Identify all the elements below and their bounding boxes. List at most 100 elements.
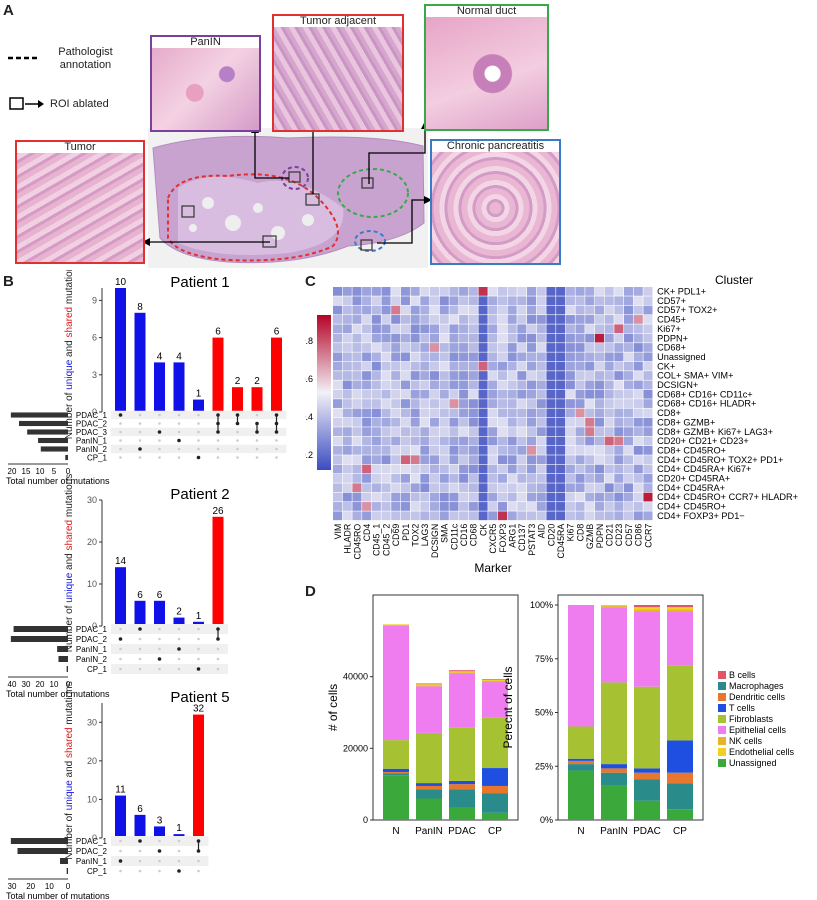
heatmap-cell bbox=[352, 371, 362, 380]
heatmap-marker-label-1: VIM bbox=[333, 524, 343, 540]
heatmap-cell bbox=[381, 361, 391, 371]
roi-cp bbox=[360, 239, 373, 251]
upset-set-label-3: PDAC_3 bbox=[76, 428, 108, 437]
heatmap-cell bbox=[478, 305, 488, 315]
upset-matrix-dot bbox=[119, 456, 122, 459]
upset-matrix-dot bbox=[255, 447, 259, 451]
heatmap-cell bbox=[449, 492, 459, 502]
heatmap-cell bbox=[585, 464, 595, 474]
heatmap-cell bbox=[362, 408, 372, 418]
tile-normal-duct-title: Normal duct bbox=[426, 6, 547, 17]
heatmap-cell bbox=[381, 474, 391, 483]
heatmap-cell bbox=[381, 296, 391, 306]
cell-percent-chart-bar-PDAC-6 bbox=[634, 609, 660, 612]
cell-counts-chart-xlabel-PDAC: PDAC bbox=[448, 826, 476, 837]
upset-matrix-dot bbox=[118, 859, 123, 863]
heatmap-cell bbox=[352, 287, 362, 296]
heatmap-cell bbox=[488, 502, 498, 511]
panel-b-upset-plots: Patient 1 Number of unique and shared mut… bbox=[6, 270, 287, 900]
upset-bar-label-1: 14 bbox=[115, 556, 127, 567]
upset-set-size-bar-1 bbox=[10, 412, 68, 418]
heatmap-cell bbox=[400, 511, 410, 521]
heatmap-cell bbox=[430, 474, 440, 483]
heatmap-cell bbox=[449, 399, 459, 408]
upset-bar-5 bbox=[193, 714, 204, 838]
cell-percent-chart-bar-PDAC-0 bbox=[634, 800, 660, 820]
heatmap-cell bbox=[439, 464, 449, 474]
cell-counts-chart-bar-N-4 bbox=[383, 740, 409, 769]
heatmap-cell bbox=[546, 333, 556, 343]
heatmap-cell bbox=[459, 427, 469, 436]
heatmap-cell bbox=[459, 511, 469, 521]
heatmap-cell bbox=[342, 389, 352, 399]
heatmap-cell bbox=[536, 315, 546, 324]
upset-bar-6 bbox=[212, 516, 224, 626]
upset-set-size-bar-3 bbox=[57, 646, 68, 652]
cell-counts-chart-bar-CP-5 bbox=[482, 682, 508, 718]
heatmap-cell bbox=[643, 464, 653, 474]
heatmap-cell bbox=[439, 352, 449, 362]
heatmap-cluster-label-16: CD8+ GZMB+ Ki67+ LAG3+ bbox=[657, 427, 773, 437]
heatmap-cell bbox=[391, 502, 401, 511]
heatmap-cell bbox=[333, 455, 343, 465]
upset-matrix-dot bbox=[216, 439, 220, 442]
upset-ytick-label: 0 bbox=[92, 621, 97, 631]
upset-matrix-dot bbox=[255, 413, 259, 417]
heatmap-cell bbox=[439, 389, 449, 399]
heatmap-cell bbox=[362, 343, 372, 352]
heatmap-cell bbox=[381, 371, 391, 380]
heatmap-cell bbox=[507, 380, 517, 390]
upset-matrix-dot bbox=[177, 422, 181, 425]
upset-ytick-label: 0 bbox=[92, 407, 97, 417]
heatmap-cell bbox=[536, 502, 546, 511]
upset-title-3: Patient 5 bbox=[170, 689, 229, 706]
heatmap-cell bbox=[585, 502, 595, 511]
upset-ylabel-part: and bbox=[64, 758, 75, 780]
heatmap-cell bbox=[594, 427, 604, 436]
heatmap-cell bbox=[497, 464, 507, 474]
heatmap-cell bbox=[527, 361, 537, 371]
heatmap-cell bbox=[449, 324, 459, 334]
cell-percent-chart-ytick-label: 25% bbox=[535, 761, 553, 771]
heatmap-cell bbox=[439, 502, 449, 511]
upset-ylabel-3: Number of unique and shared mutations bbox=[64, 681, 75, 859]
cell-counts-chart-bar-PDAC-0 bbox=[449, 807, 475, 820]
heatmap-cell bbox=[517, 333, 527, 343]
heatmap-cell bbox=[459, 371, 469, 380]
heatmap-cell bbox=[488, 445, 498, 455]
heatmap-cell bbox=[410, 399, 420, 408]
upset-xlabel-3: Total number of mutations bbox=[6, 891, 110, 900]
cell-counts-chart-ytick-label: 0 bbox=[363, 815, 368, 825]
heatmap-cell bbox=[391, 305, 401, 315]
heatmap-cell bbox=[362, 427, 372, 436]
heatmap-cell bbox=[556, 427, 566, 436]
heatmap-cell bbox=[536, 408, 546, 418]
heatmap-cell bbox=[575, 361, 585, 371]
cell-percent-chart-bar-PDAC-5 bbox=[634, 611, 660, 687]
tile-tumor-title: Tumor bbox=[17, 142, 143, 153]
heatmap-cell bbox=[459, 445, 469, 455]
upset-set-label-4: CP_1 bbox=[87, 867, 108, 876]
upset-bar-label-8: 2 bbox=[254, 376, 260, 387]
upset-matrix-dot bbox=[138, 667, 142, 671]
heatmap-cell bbox=[459, 502, 469, 511]
heatmap-cell bbox=[643, 492, 653, 502]
upset-bar-2 bbox=[134, 312, 146, 412]
heatmap-cell bbox=[342, 361, 352, 371]
heatmap-cell bbox=[468, 324, 478, 334]
colorbar-tick-label: 0.6 bbox=[305, 374, 313, 384]
cell-counts-chart-bar-PDAC-7 bbox=[449, 671, 475, 673]
upset-set-label-4: PanIN_2 bbox=[76, 655, 108, 664]
heatmap-cell bbox=[410, 483, 420, 493]
heatmap-cell bbox=[507, 296, 517, 306]
upset-matrix-dot bbox=[177, 627, 181, 631]
heatmap-cell bbox=[643, 474, 653, 483]
heatmap-cell bbox=[604, 399, 614, 408]
heatmap-cell bbox=[468, 389, 478, 399]
upset-matrix-dot bbox=[138, 849, 142, 853]
heatmap-cell bbox=[556, 399, 566, 408]
heatmap-cell bbox=[439, 296, 449, 306]
heatmap-cluster-label-13: CD68+ CD16+ HLADR+ bbox=[657, 399, 756, 409]
heatmap-cell bbox=[614, 436, 624, 446]
heatmap-cell bbox=[400, 474, 410, 483]
